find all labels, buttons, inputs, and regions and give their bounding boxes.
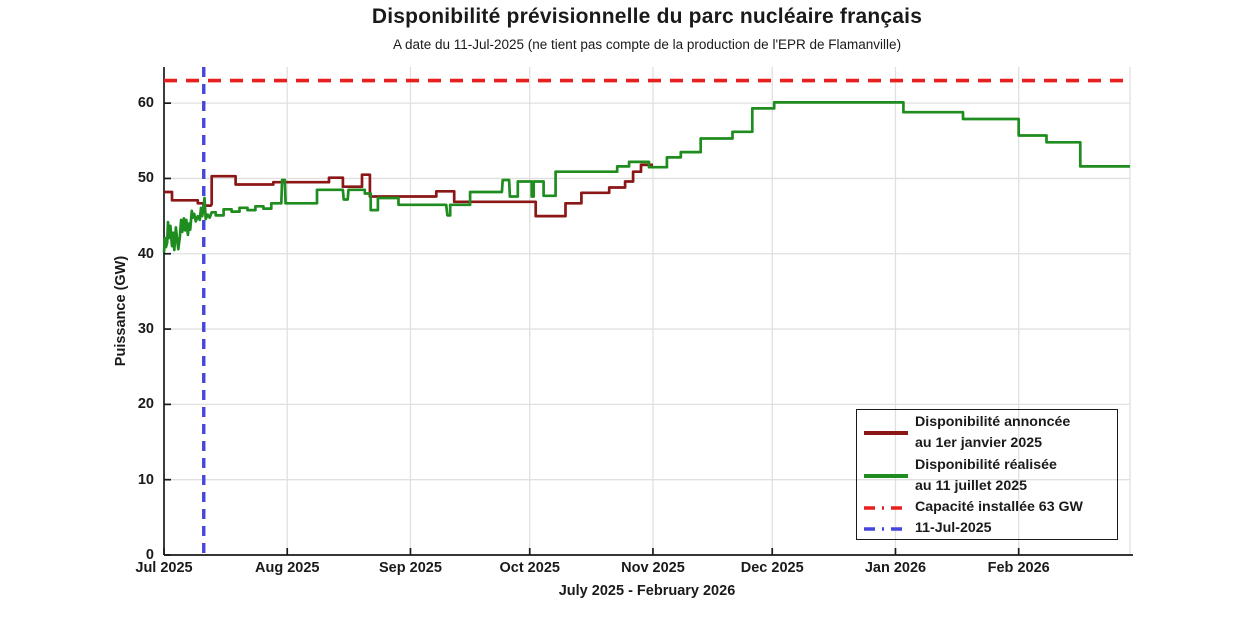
legend-entry-label: Capacité installée 63 GW	[915, 497, 1083, 518]
legend-entry-label: Disponibilité annoncée au 1er janvier 202…	[915, 412, 1070, 455]
y-tick-label: 10	[137, 471, 154, 488]
x-tick-label: Dec 2025	[740, 560, 804, 576]
x-tick-label: Aug 2025	[254, 560, 320, 576]
legend-entry-label: 11-Jul-2025	[915, 518, 992, 539]
y-tick-label: 50	[137, 170, 154, 187]
y-tick-label: 30	[137, 321, 154, 338]
chart-subtitle: A date du 11-Jul-2025 (ne tient pas comp…	[392, 37, 902, 52]
legend-entry: 11-Jul-2025	[863, 518, 1117, 539]
y-tick-label: 20	[137, 396, 154, 413]
legend-dashed-line-swatch	[864, 527, 908, 531]
legend-line-swatch	[864, 431, 908, 436]
legend-entry-label-line: Disponibilité réalisée	[915, 456, 1057, 473]
x-tick-label: Nov 2025	[621, 560, 685, 576]
legend-entry-label-line: Capacité installée 63 GW	[915, 499, 1083, 516]
y-tick-label: 60	[137, 95, 154, 112]
y-tick-label: 40	[137, 245, 154, 262]
legend: Disponibilité annoncée au 1er janvier 202…	[856, 409, 1118, 540]
x-tick-label: Jul 2025	[135, 560, 193, 576]
legend-entry: Capacité installée 63 GW	[863, 497, 1117, 518]
x-tick-label: Sep 2025	[379, 560, 442, 576]
announced-availability-line	[164, 163, 653, 218]
legend-entry: Disponibilité réalisée au 11 juillet 2025	[863, 455, 1117, 498]
legend-entry-label: Disponibilité réalisée au 11 juillet 2025	[915, 455, 1057, 498]
legend-entry-label-line: Disponibilité annoncée	[915, 414, 1071, 430]
legend-entry-label-line: au 1er janvier 2025	[915, 435, 1042, 452]
y-tick-label: 0	[145, 547, 154, 563]
x-tick-label: Jan 2026	[864, 560, 927, 576]
x-tick-label: Oct 2025	[499, 560, 560, 576]
legend-entry-label-line: 11-Jul-2025	[915, 520, 992, 537]
legend-line-swatch	[864, 473, 908, 478]
chart-title: Disponibilité prévisionnelle du parc nuc…	[371, 5, 923, 28]
x-axis-label: July 2025 - February 2026	[558, 583, 736, 599]
legend-entry-label-line: au 11 juillet 2025	[915, 477, 1027, 494]
realized-availability-line	[162, 101, 1130, 253]
x-tick-label: Feb 2026	[987, 560, 1050, 576]
legend-dashed-line-swatch	[864, 506, 908, 510]
legend-entry: Disponibilité annoncée au 1er janvier 202…	[863, 412, 1117, 455]
